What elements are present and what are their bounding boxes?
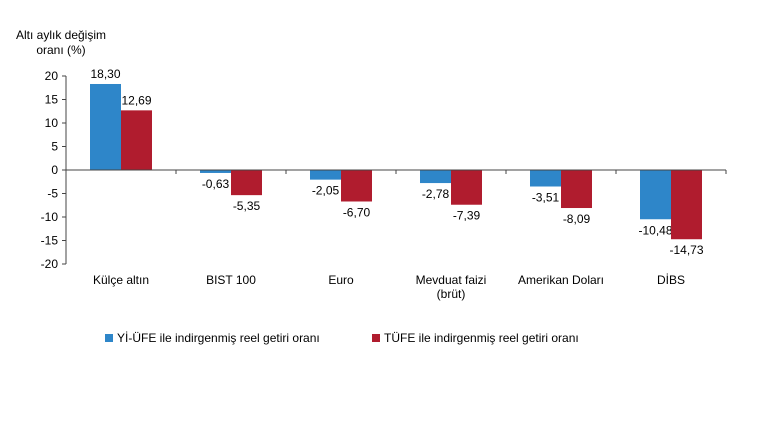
- bar: [200, 170, 231, 173]
- category-label: Külçe altın: [93, 273, 149, 287]
- y-tick-label: -20: [41, 257, 59, 271]
- data-label: -0,63: [202, 177, 230, 191]
- data-label: -7,39: [453, 209, 481, 223]
- bar: [341, 170, 372, 202]
- data-label: 18,30: [90, 67, 120, 81]
- y-axis-title: Altı aylık değişim oranı (%): [6, 28, 116, 58]
- legend-label-yi-ufe: Yİ-ÜFE ile indirgenmiş reel getiri oranı: [117, 331, 320, 345]
- bar: [90, 83, 121, 170]
- y-tick-label: -5: [47, 187, 58, 201]
- category-label: BIST 100: [206, 273, 256, 287]
- category-label: DİBS: [657, 273, 685, 287]
- category-label: Amerikan Doları: [518, 273, 604, 287]
- legend: Yİ-ÜFE ile indirgenmiş reel getiri oranı…: [0, 331, 780, 351]
- data-label: -2,05: [312, 184, 340, 198]
- category-label: Mevduat faizi: [416, 273, 487, 287]
- bar: [671, 170, 702, 240]
- category-label: Euro: [328, 273, 354, 287]
- legend-swatch-yi-ufe: [105, 334, 113, 342]
- data-label: -8,09: [563, 212, 591, 226]
- bar: [561, 170, 592, 209]
- data-label: 12,69: [121, 93, 151, 107]
- y-tick-label: -15: [41, 234, 59, 248]
- bar: [451, 170, 482, 205]
- data-label: -10,48: [638, 223, 672, 237]
- data-label: -2,78: [422, 187, 450, 201]
- bar: [121, 110, 152, 170]
- data-label: -14,73: [669, 243, 703, 257]
- y-tick-label: 20: [45, 69, 59, 83]
- legend-item-yi-ufe: Yİ-ÜFE ile indirgenmiş reel getiri oranı: [105, 331, 320, 345]
- y-tick-label: 15: [45, 93, 59, 107]
- bar: [310, 170, 341, 180]
- bar: [420, 170, 451, 184]
- y-tick-label: 5: [51, 140, 58, 154]
- legend-swatch-tufe: [372, 334, 380, 342]
- bar: [640, 170, 671, 220]
- legend-label-tufe: TÜFE ile indirgenmiş reel getiri oranı: [384, 331, 579, 345]
- y-tick-label: -10: [41, 210, 59, 224]
- y-axis-title-line-1: Altı aylık değişim: [15, 28, 107, 42]
- data-label: -6,70: [343, 205, 371, 219]
- bar: [530, 170, 561, 187]
- data-label: -5,35: [233, 199, 261, 213]
- legend-item-tufe: TÜFE ile indirgenmiş reel getiri oranı: [372, 331, 579, 345]
- category-label: (brüt): [437, 287, 466, 301]
- y-tick-label: 10: [45, 116, 59, 130]
- bar: [231, 170, 262, 196]
- data-label: -3,51: [532, 190, 560, 204]
- y-axis-title-line-2: oranı (%): [36, 43, 86, 57]
- y-tick-label: 0: [51, 163, 58, 177]
